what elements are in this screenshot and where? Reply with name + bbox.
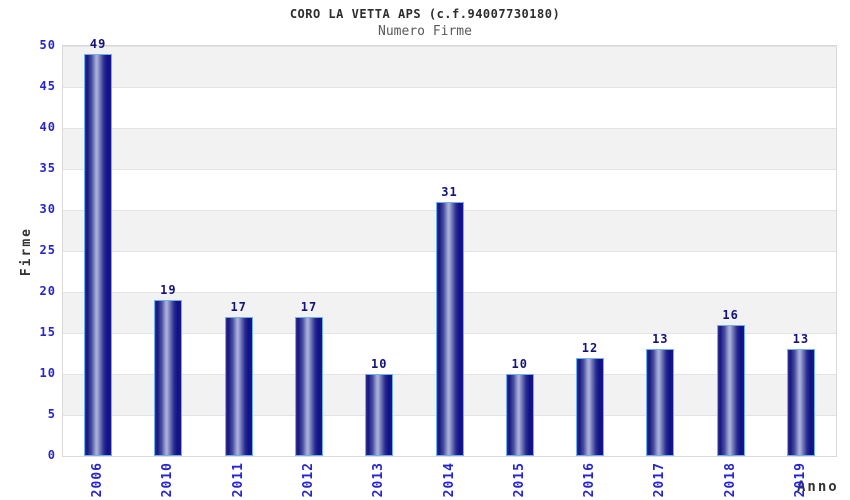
x-tick-label: 2013 xyxy=(371,462,387,498)
bar-value-label: 16 xyxy=(722,307,739,322)
x-tick-label: 2012 xyxy=(300,462,316,498)
bar-value-label: 17 xyxy=(300,299,318,314)
bar-value-label: 13 xyxy=(792,332,810,347)
bar xyxy=(84,54,113,456)
x-tick-label: 2018 xyxy=(722,462,738,498)
y-tick-label: 40 xyxy=(39,120,56,134)
bar xyxy=(646,349,675,456)
bar-value-label: 31 xyxy=(441,184,458,199)
bar-value-label: 17 xyxy=(230,299,247,314)
y-tick-label: 50 xyxy=(39,38,56,52)
bar-value-label: 13 xyxy=(652,332,669,347)
gridline xyxy=(63,87,836,88)
bar-value-label: 10 xyxy=(511,357,528,371)
y-tick-label: 25 xyxy=(39,243,56,257)
y-tick-label: 10 xyxy=(39,366,56,380)
y-tick-label: 15 xyxy=(39,325,56,339)
bar xyxy=(154,300,183,456)
bar-value-label: 49 xyxy=(89,37,107,52)
y-tick-label: 5 xyxy=(47,407,56,421)
y-tick-label: 0 xyxy=(47,448,56,462)
x-tick-label: 2015 xyxy=(511,462,527,498)
y-tick-label: 30 xyxy=(39,202,56,216)
x-tick-label: 2010 xyxy=(160,462,176,498)
gridline xyxy=(63,46,836,47)
bar-value-label: 12 xyxy=(581,340,599,355)
bar-value-label: 10 xyxy=(370,357,388,371)
plot-area xyxy=(62,45,837,457)
plot-band xyxy=(63,46,836,87)
bar xyxy=(576,357,605,456)
plot-band xyxy=(63,128,836,169)
x-tick-label: 2014 xyxy=(441,462,457,498)
chart-title: CORO LA VETTA APS (c.f.94007730180) xyxy=(289,7,561,21)
x-tick-label: 2011 xyxy=(230,462,246,498)
bar xyxy=(786,349,815,456)
y-tick-label: 20 xyxy=(39,284,56,298)
x-tick-label: 2017 xyxy=(652,462,668,498)
bar xyxy=(505,374,534,456)
bar xyxy=(224,316,253,456)
y-tick-label: 45 xyxy=(39,79,56,93)
bar xyxy=(435,201,464,456)
y-tick-label: 35 xyxy=(39,161,56,175)
x-tick-label: 2019 xyxy=(792,462,808,498)
bar xyxy=(294,316,323,456)
chart-subtitle: Numero Firme xyxy=(378,24,472,39)
x-axis-title: Anno xyxy=(797,479,839,495)
x-tick-label: 2016 xyxy=(582,462,598,498)
gridline xyxy=(63,169,836,170)
bar xyxy=(365,374,394,456)
bar-value-label: 19 xyxy=(160,283,177,298)
x-tick-label: 2006 xyxy=(90,462,106,498)
gridline xyxy=(63,128,836,129)
bar xyxy=(716,324,745,456)
